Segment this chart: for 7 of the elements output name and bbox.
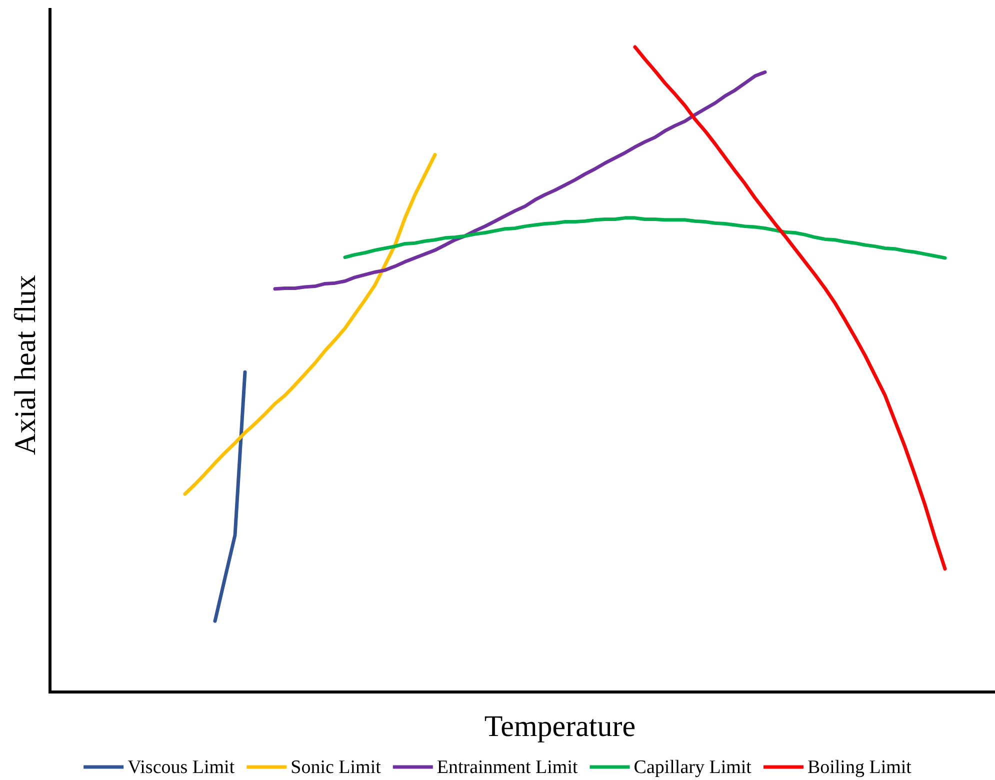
x-axis-title: Temperature	[484, 710, 636, 743]
y-axis-title: Axial heat flux	[9, 275, 42, 455]
legend-label: Entrainment Limit	[436, 757, 578, 778]
legend-label: Boiling Limit	[807, 757, 912, 778]
legend-label: Capillary Limit	[634, 757, 752, 778]
legend-label: Sonic Limit	[290, 757, 382, 778]
legend-label: Viscous Limit	[128, 757, 236, 778]
